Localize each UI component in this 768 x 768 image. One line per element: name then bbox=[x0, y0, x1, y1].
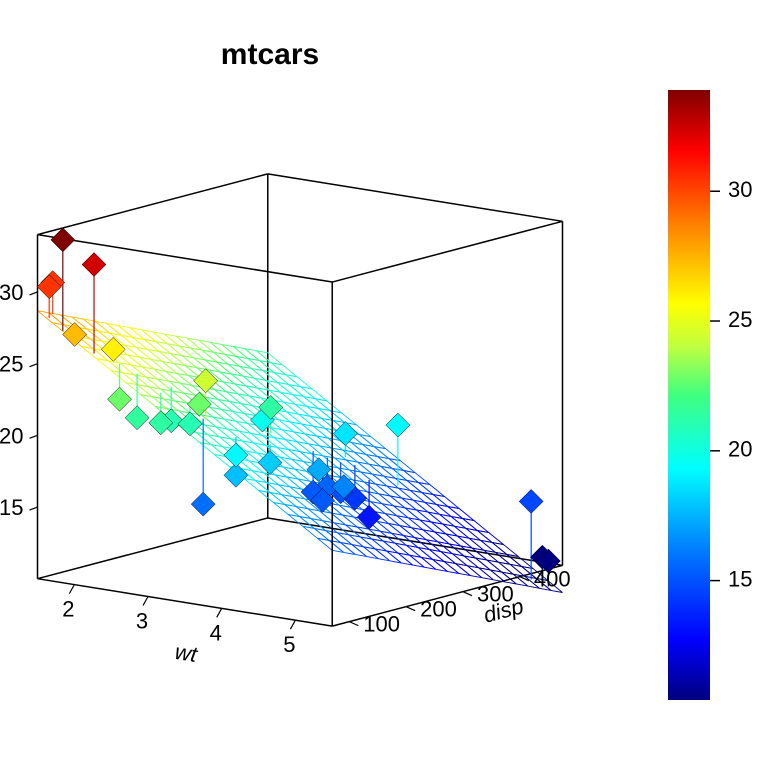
x-axis-label: wt bbox=[173, 639, 200, 667]
data-point bbox=[333, 421, 357, 445]
data-point bbox=[82, 253, 106, 277]
svg-text:20: 20 bbox=[0, 423, 24, 448]
data-point bbox=[51, 228, 75, 252]
svg-text:100: 100 bbox=[363, 611, 400, 636]
svg-text:15: 15 bbox=[0, 495, 24, 520]
data-point bbox=[108, 387, 132, 411]
svg-text:5: 5 bbox=[283, 632, 295, 657]
svg-text:25: 25 bbox=[0, 352, 24, 377]
svg-text:200: 200 bbox=[420, 596, 457, 621]
svg-text:2: 2 bbox=[62, 597, 74, 622]
colorbar-gradient bbox=[668, 90, 710, 700]
svg-text:30: 30 bbox=[0, 280, 24, 305]
chart-canvas: 15202530mpg2345wt100200300400disp1520253… bbox=[0, 0, 768, 768]
data-point bbox=[386, 413, 410, 437]
data-point bbox=[125, 406, 149, 430]
colorbar-tick-label: 25 bbox=[728, 307, 752, 332]
data-points bbox=[37, 228, 560, 573]
colorbar-tick-label: 20 bbox=[728, 437, 752, 462]
colorbar: 15 20 25 30 bbox=[668, 90, 752, 700]
data-point bbox=[519, 489, 543, 513]
svg-text:4: 4 bbox=[210, 620, 222, 645]
colorbar-tick-label: 30 bbox=[728, 177, 752, 202]
colorbar-tick-label: 15 bbox=[728, 566, 752, 591]
data-point bbox=[191, 492, 215, 516]
svg-text:3: 3 bbox=[136, 608, 148, 633]
data-point bbox=[224, 443, 248, 467]
svg-text:400: 400 bbox=[534, 566, 571, 591]
